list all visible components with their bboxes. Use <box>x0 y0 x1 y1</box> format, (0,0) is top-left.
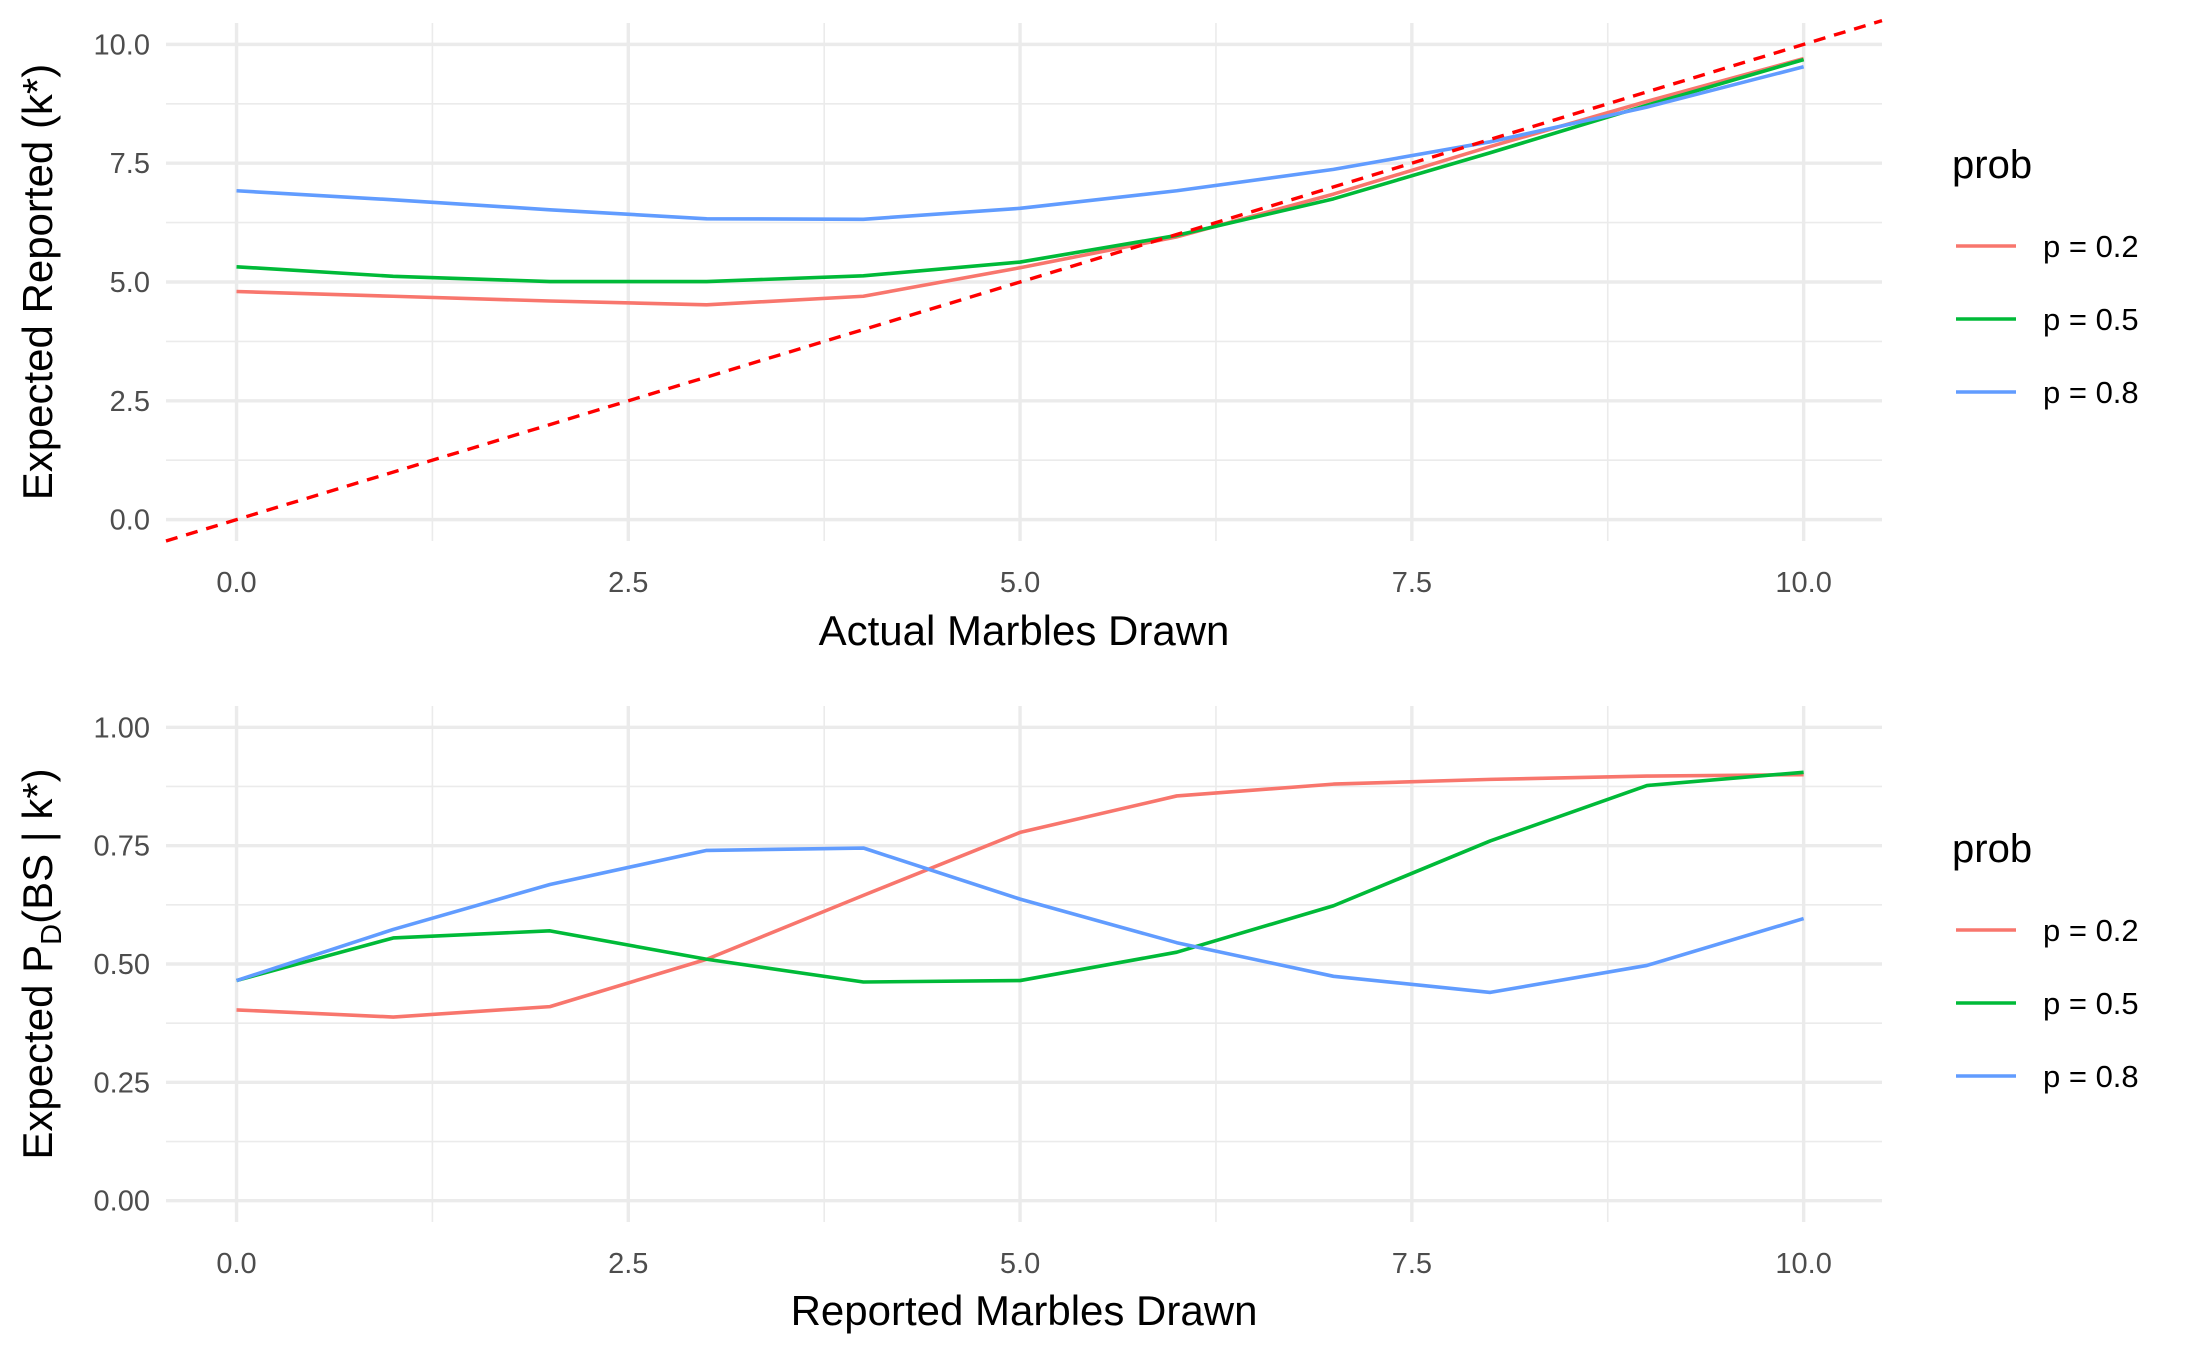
x-tick-label: 5.0 <box>1000 567 1040 599</box>
reference-line-y-equals-x <box>165 18 1883 543</box>
grid <box>166 23 1882 541</box>
panel-2: 0.0 2.5 5.0 7.5 10.0 0.00 0.25 0.50 0.75 1.00 Repo… <box>14 706 2139 1334</box>
legend-label: p = 0.2 <box>2043 913 2139 948</box>
panel-1: 0.0 2.5 5.0 7.5 10.0 0.0 2.5 5.0 7.5 10.0 Actual M… <box>14 18 2139 654</box>
grid <box>166 706 1882 1222</box>
y-tick-label: 2.5 <box>110 386 150 418</box>
legend: prob p = 0.2 p = 0.5 p = 0.8 <box>1952 827 2139 1094</box>
legend-title: prob <box>1952 827 2032 871</box>
y-tick-label: 5.0 <box>110 267 150 299</box>
x-tick-label: 0.0 <box>216 567 256 599</box>
series-lines <box>235 770 1805 1019</box>
legend-title: prob <box>1952 143 2032 187</box>
series-lines <box>165 18 1883 543</box>
series-line-p-0-2 <box>236 772 1804 1019</box>
y-tick-label: 0.00 <box>94 1186 150 1218</box>
series-line-p-0-8 <box>235 846 1805 995</box>
y-tick-label: 7.5 <box>110 148 150 180</box>
x-tick-label: 0.0 <box>216 1248 256 1280</box>
x-axis-title: Reported Marbles Drawn <box>791 1287 1258 1334</box>
legend-label: p = 0.8 <box>2043 375 2139 410</box>
series-line-p-0-8 <box>236 64 1805 222</box>
legend-label: p = 0.2 <box>2043 229 2139 264</box>
x-tick-label: 5.0 <box>1000 1248 1040 1280</box>
legend-label: p = 0.5 <box>2043 986 2139 1021</box>
y-axis-title: Expected Reported (k*) <box>14 64 61 501</box>
y-tick-label: 0.50 <box>94 949 150 981</box>
x-tick-label: 2.5 <box>608 1248 648 1280</box>
x-tick-label: 2.5 <box>608 567 648 599</box>
y-axis-title: Expected PD(BS | k*) <box>14 768 68 1159</box>
series-line-p-0-5 <box>236 57 1805 284</box>
x-tick-label: 7.5 <box>1392 1248 1432 1280</box>
x-tick-label: 7.5 <box>1392 567 1432 599</box>
y-tick-label: 0.0 <box>110 505 150 537</box>
y-tick-label: 0.75 <box>94 831 150 863</box>
legend: prob p = 0.2 p = 0.5 p = 0.8 <box>1952 143 2139 410</box>
x-tick-label: 10.0 <box>1775 567 1831 599</box>
y-tick-label: 0.25 <box>94 1067 150 1099</box>
y-tick-label: 1.00 <box>94 712 150 744</box>
y-tick-label: 10.0 <box>94 29 150 61</box>
series-line-p-0-5 <box>236 770 1804 984</box>
legend-label: p = 0.8 <box>2043 1059 2139 1094</box>
x-axis-title: Actual Marbles Drawn <box>819 607 1230 654</box>
legend-label: p = 0.5 <box>2043 302 2139 337</box>
x-tick-label: 10.0 <box>1775 1248 1831 1280</box>
